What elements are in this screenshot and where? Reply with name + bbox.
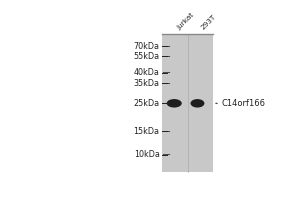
Text: —: — [160, 68, 171, 77]
Text: 55kDa: 55kDa [134, 52, 160, 61]
Text: Jurkat: Jurkat [176, 12, 196, 31]
Text: —: — [160, 150, 171, 159]
Text: —: — [160, 52, 171, 61]
Text: —: — [160, 42, 171, 51]
Text: —: — [160, 79, 171, 88]
Text: C14orf166: C14orf166 [221, 99, 265, 108]
Ellipse shape [167, 99, 182, 108]
Text: 35kDa: 35kDa [134, 79, 160, 88]
Text: 40kDa: 40kDa [134, 68, 160, 77]
Text: 70kDa: 70kDa [134, 42, 160, 51]
Text: 15kDa: 15kDa [134, 127, 160, 136]
Text: 25kDa: 25kDa [134, 99, 160, 108]
Bar [162, 34, 213, 172]
Text: 10kDa: 10kDa [134, 150, 160, 159]
Text: —: — [160, 127, 171, 136]
Text: —: — [160, 99, 171, 108]
Text: 293T: 293T [200, 14, 217, 31]
Ellipse shape [190, 99, 204, 108]
